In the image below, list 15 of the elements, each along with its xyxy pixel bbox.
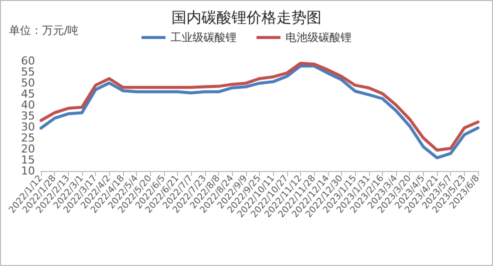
legend-label: 工业级碳酸锂 [170,31,236,44]
y-tick-label: 25 [21,132,35,144]
chart-title: 国内碳酸锂价格走势图 [172,8,322,26]
y-tick-label: 10 [21,164,35,178]
y-tick-label: 35 [21,110,35,122]
legend-label: 电池级碳酸锂 [286,31,352,44]
text: 单位：万元/吨 [9,24,79,37]
y-tick-label: 40 [21,98,35,112]
y-tick-label: 20 [21,142,35,156]
y-tick-label: 30 [21,120,35,134]
y-tick-label: 60 [21,54,35,68]
y-tick-label: 50 [21,76,35,90]
y-tick-label: 55 [21,66,35,78]
y-tick-label: 15 [21,154,35,166]
y-tick-label: 45 [21,88,35,100]
